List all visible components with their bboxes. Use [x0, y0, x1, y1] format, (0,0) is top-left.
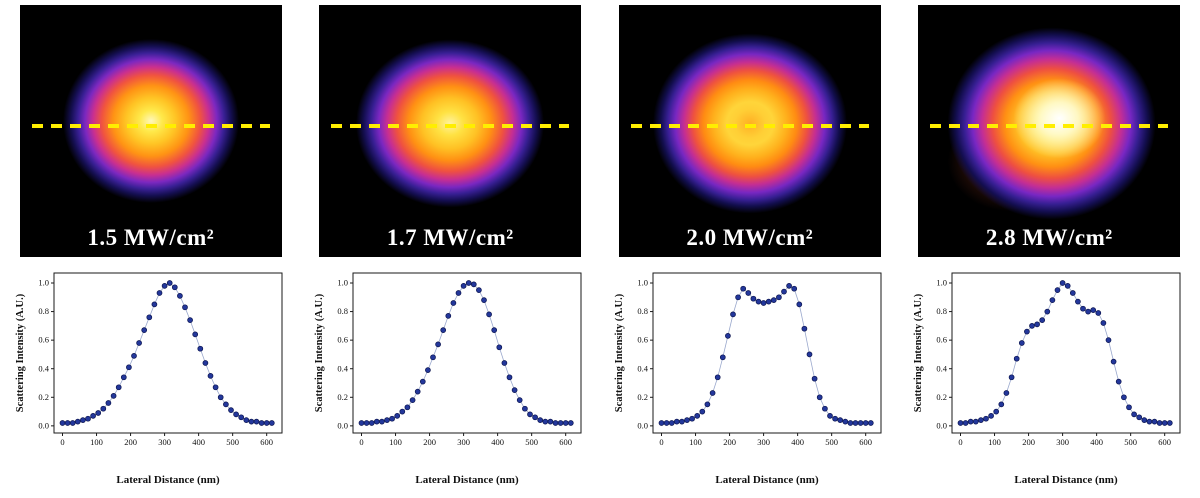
scan-line-dashed: [31, 124, 270, 128]
svg-text:300: 300: [757, 437, 770, 447]
line-profile-chart: 0.0 0.2 0.4 0.6 0.8 1.0 0 100 200 300 400 500 600 Sca…: [910, 265, 1189, 489]
power-density-label: 2.8 MW/cm²: [985, 225, 1113, 250]
svg-text:Lateral Distance (nm): Lateral Distance (nm): [1015, 474, 1119, 486]
svg-text:0.4: 0.4: [637, 363, 648, 373]
svg-text:0.8: 0.8: [338, 306, 349, 316]
figure-panel: 1.5 MW/cm² 0.0 0.2 0.4 0.6 0.8 1.0 0 100 200 300 4…: [8, 5, 294, 498]
svg-text:0.6: 0.6: [38, 335, 49, 345]
svg-text:600: 600: [859, 437, 872, 447]
figure-panel: 2.0 MW/cm² 0.0 0.2 0.4 0.6 0.8 1.0 0 100 200 300 4…: [607, 5, 893, 498]
nsom-scan-image: 2.8 MW/cm²: [918, 5, 1181, 257]
profile-chart-svg: 0.0 0.2 0.4 0.6 0.8 1.0 0 100 200 300 400 500 600 Sca…: [15, 272, 283, 486]
svg-text:600: 600: [560, 437, 573, 447]
svg-text:400: 400: [192, 437, 205, 447]
line-profile-chart: 0.0 0.2 0.4 0.6 0.8 1.0 0 100 200 300 400 500 600 Sca…: [610, 265, 889, 489]
scan-line-dashed: [331, 124, 570, 128]
svg-text:100: 100: [90, 437, 103, 447]
svg-text:200: 200: [723, 437, 736, 447]
profile-chart-svg: 0.0 0.2 0.4 0.6 0.8 1.0 0 100 200 300 400 500 600 Sca…: [614, 272, 882, 486]
svg-text:300: 300: [457, 437, 470, 447]
svg-text:0.0: 0.0: [637, 420, 648, 430]
svg-text:1.0: 1.0: [937, 278, 948, 288]
scan-line-dashed: [630, 124, 869, 128]
svg-text:0: 0: [360, 437, 364, 447]
svg-text:0: 0: [959, 437, 963, 447]
svg-text:Scattering Intensity (A.U.): Scattering Intensity (A.U.): [15, 293, 26, 412]
svg-text:0.4: 0.4: [38, 363, 49, 373]
power-density-label: 1.5 MW/cm²: [87, 225, 215, 250]
svg-text:Scattering Intensity (A.U.): Scattering Intensity (A.U.): [913, 293, 924, 412]
svg-text:100: 100: [689, 437, 702, 447]
nsom-scan-image: 2.0 MW/cm²: [618, 5, 881, 257]
svg-text:200: 200: [423, 437, 436, 447]
svg-text:300: 300: [158, 437, 171, 447]
svg-text:300: 300: [1056, 437, 1069, 447]
svg-text:0.4: 0.4: [937, 363, 948, 373]
svg-text:400: 400: [1091, 437, 1104, 447]
svg-text:1.0: 1.0: [338, 278, 349, 288]
svg-text:200: 200: [1022, 437, 1035, 447]
profile-chart-svg: 0.0 0.2 0.4 0.6 0.8 1.0 0 100 200 300 400 500 600 Sca…: [913, 272, 1181, 486]
scan-line-dashed: [930, 124, 1169, 128]
power-density-label: 1.7 MW/cm²: [386, 225, 514, 250]
svg-text:100: 100: [988, 437, 1001, 447]
svg-text:0.2: 0.2: [338, 392, 349, 402]
svg-text:500: 500: [226, 437, 239, 447]
svg-text:0.0: 0.0: [38, 420, 49, 430]
nsom-scan-image: 1.7 MW/cm²: [319, 5, 582, 257]
svg-text:0.0: 0.0: [338, 420, 349, 430]
svg-text:100: 100: [389, 437, 402, 447]
svg-text:1.0: 1.0: [637, 278, 648, 288]
svg-text:0.8: 0.8: [637, 306, 648, 316]
svg-text:0.6: 0.6: [338, 335, 349, 345]
svg-text:0.8: 0.8: [38, 306, 49, 316]
svg-text:Scattering Intensity (A.U.): Scattering Intensity (A.U.): [614, 293, 625, 412]
svg-text:0: 0: [60, 437, 64, 447]
svg-text:Lateral Distance (nm): Lateral Distance (nm): [416, 474, 520, 486]
line-profile-chart: 0.0 0.2 0.4 0.6 0.8 1.0 0 100 200 300 400 500 600 Sca…: [11, 265, 290, 489]
svg-text:500: 500: [1125, 437, 1138, 447]
svg-text:0.2: 0.2: [937, 392, 948, 402]
figure-panel: 1.7 MW/cm² 0.0 0.2 0.4 0.6 0.8 1.0 0 100 200 300 4…: [308, 5, 594, 498]
profile-chart-svg: 0.0 0.2 0.4 0.6 0.8 1.0 0 100 200 300 400 500 600 Sca…: [314, 272, 582, 486]
svg-text:0.2: 0.2: [38, 392, 49, 402]
svg-text:600: 600: [1159, 437, 1172, 447]
nsom-scan-image: 1.5 MW/cm²: [19, 5, 282, 257]
svg-text:0.6: 0.6: [937, 335, 948, 345]
line-profile-chart: 0.0 0.2 0.4 0.6 0.8 1.0 0 100 200 300 400 500 600 Sca…: [311, 265, 590, 489]
svg-text:0.0: 0.0: [937, 420, 948, 430]
svg-text:0.8: 0.8: [937, 306, 948, 316]
figure-panel: 2.8 MW/cm² 0.0 0.2 0.4 0.6 0.8 1.0 0 100 200 300 4…: [907, 5, 1193, 498]
svg-text:1.0: 1.0: [38, 278, 49, 288]
svg-text:Lateral Distance (nm): Lateral Distance (nm): [715, 474, 819, 486]
svg-text:400: 400: [791, 437, 804, 447]
svg-text:400: 400: [492, 437, 505, 447]
svg-text:0.4: 0.4: [338, 363, 349, 373]
power-density-label: 2.0 MW/cm²: [686, 225, 814, 250]
svg-text:0: 0: [659, 437, 663, 447]
svg-text:Lateral Distance (nm): Lateral Distance (nm): [116, 474, 220, 486]
svg-text:0.2: 0.2: [637, 392, 648, 402]
svg-text:600: 600: [260, 437, 273, 447]
svg-text:0.6: 0.6: [637, 335, 648, 345]
svg-text:500: 500: [825, 437, 838, 447]
svg-text:500: 500: [526, 437, 539, 447]
svg-text:200: 200: [124, 437, 137, 447]
svg-text:Scattering Intensity (A.U.): Scattering Intensity (A.U.): [314, 293, 325, 412]
